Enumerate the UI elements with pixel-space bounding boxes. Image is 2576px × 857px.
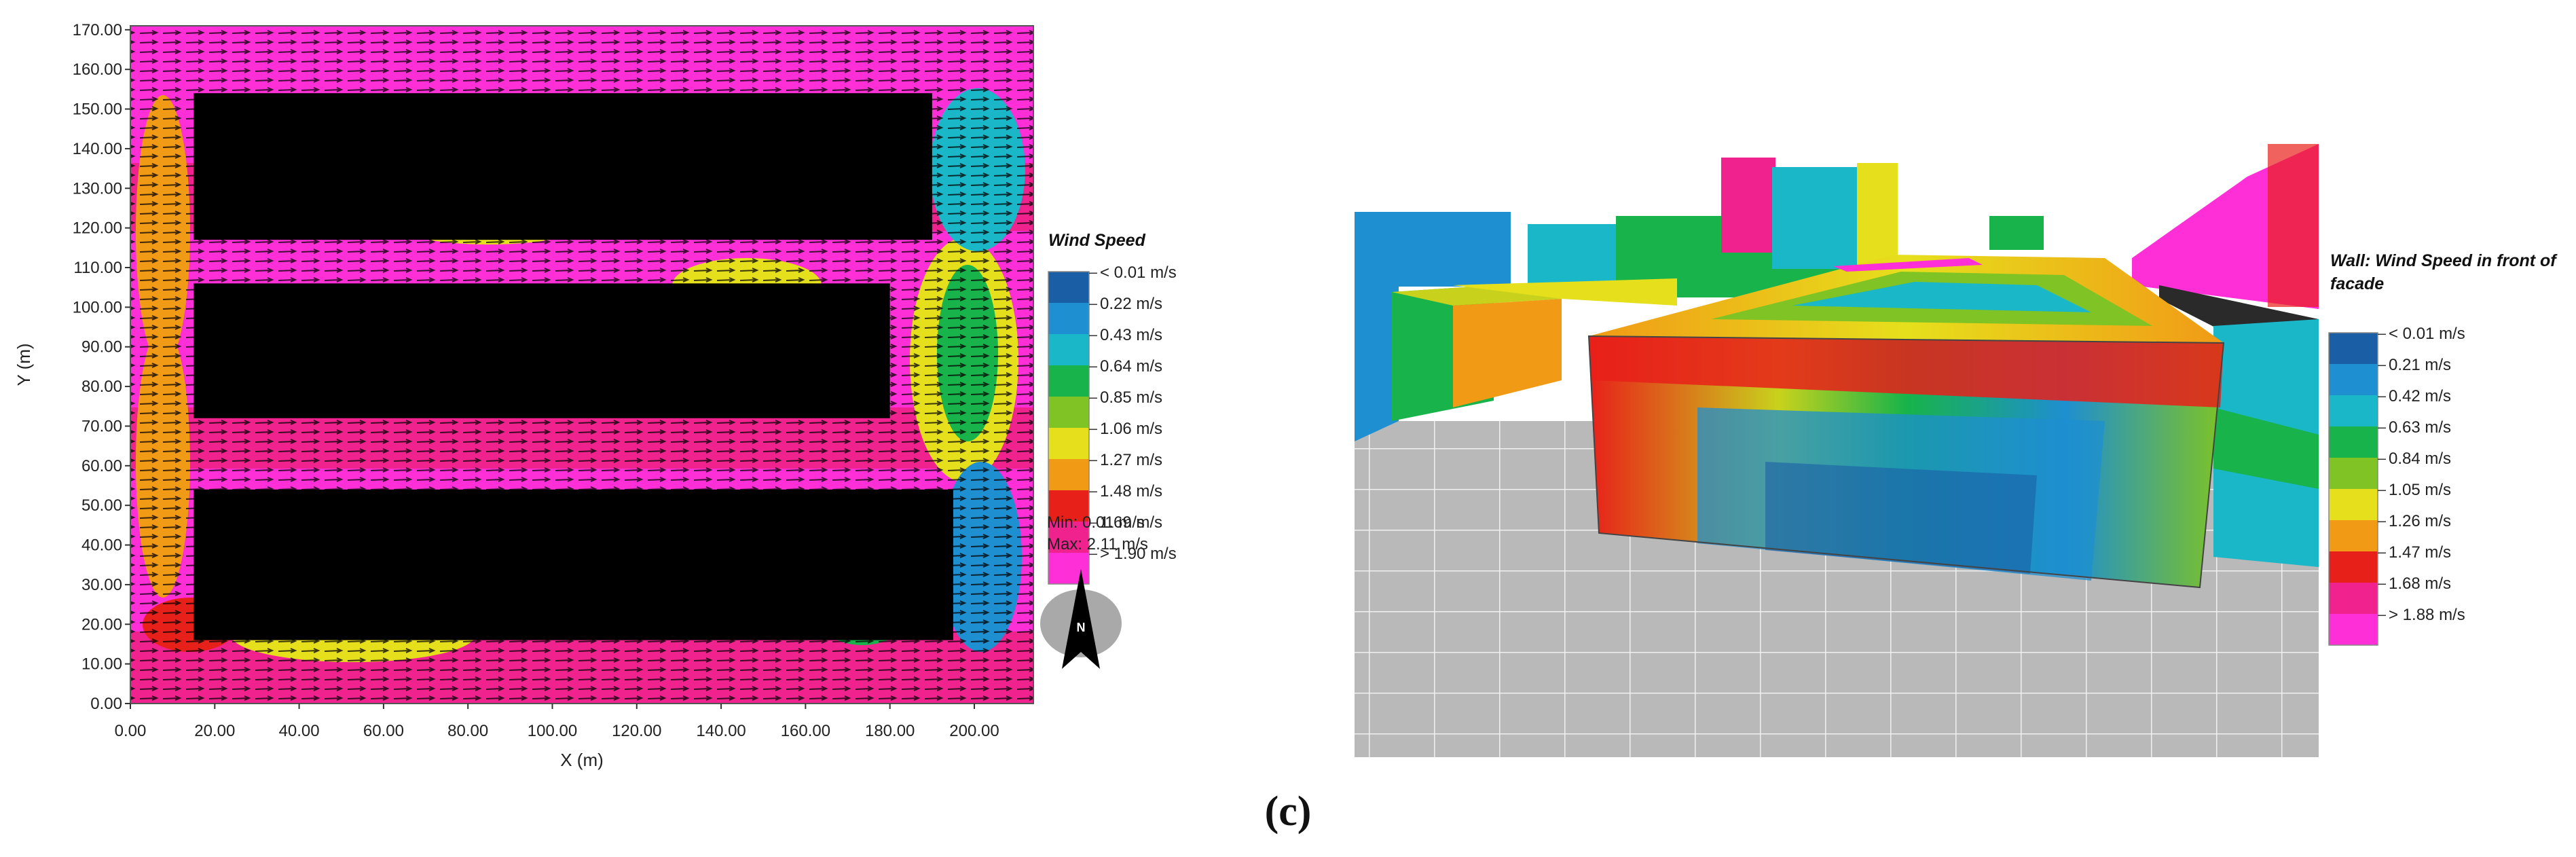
x-axis-ticks: 0.00 20.00 40.00 60.00 80.00 100.00 120.00 140.… (115, 704, 999, 740)
x-tick-label: 120.00 (612, 722, 661, 740)
facade-legend-title-line2: facade (2330, 274, 2384, 293)
y-axis-label: Y (m) (14, 343, 34, 386)
x-tick-label: 140.00 (696, 722, 746, 740)
legend: < 0.01 m/s 0.22 m/s 0.43 m/s 0.64 m/s 0.85 m… (1048, 263, 1177, 585)
legend-label: > 1.88 m/s (2389, 606, 2465, 624)
y-tick-label: 80.00 (81, 378, 122, 396)
legend-label: 1.27 m/s (1100, 451, 1162, 469)
y-tick-label: 160.00 (73, 60, 122, 79)
legend-label: 0.43 m/s (1100, 326, 1162, 344)
legend-label: 0.22 m/s (1100, 295, 1162, 313)
legend-label: 1.69 m/s (1100, 513, 1162, 532)
y-tick-label: 10.00 (81, 655, 122, 674)
legend-label: 1.05 m/s (2389, 481, 2451, 499)
legend-label: 1.48 m/s (1100, 482, 1162, 500)
legend-label: 1.47 m/s (2389, 543, 2451, 562)
y-tick-label: 120.00 (73, 219, 122, 238)
x-tick-label: 40.00 (279, 722, 320, 740)
legend-label: 1.26 m/s (2389, 512, 2451, 530)
legend-swatch (2329, 520, 2378, 551)
legend-swatch (1048, 490, 1089, 522)
y-tick-label: 170.00 (73, 21, 122, 39)
legend-swatch (2329, 551, 2378, 583)
legend-swatch (2329, 395, 2378, 426)
legend-swatch (1048, 459, 1089, 490)
legend-swatch (2329, 614, 2378, 645)
y-tick-label: 60.00 (81, 457, 122, 475)
legend-swatch (1048, 334, 1089, 365)
y-tick-label: 100.00 (73, 298, 122, 316)
x-tick-label: 0.00 (115, 722, 147, 740)
x-tick-label: 100.00 (528, 722, 577, 740)
legend-swatch (1048, 553, 1089, 584)
y-tick-label: 20.00 (81, 615, 122, 634)
legend-swatch (2329, 333, 2378, 364)
x-tick-label: 160.00 (781, 722, 830, 740)
plan-view-chart: 0.00 10.00 20.00 30.00 40.00 50.00 60.00 70.00 8… (14, 21, 1177, 770)
facade-legend: < 0.01 m/s 0.21 m/s 0.42 m/s 0.63 m/s 0.84 m… (2328, 325, 2465, 646)
y-axis-ticks: 0.00 10.00 20.00 30.00 40.00 50.00 60.00 70.00 8… (73, 21, 130, 713)
x-tick-label: 80.00 (447, 722, 488, 740)
north-arrow-icon: N (1040, 569, 1122, 669)
x-tick-label: 20.00 (194, 722, 235, 740)
figure-caption: (c) (1264, 788, 1312, 835)
legend-swatch (1048, 522, 1089, 553)
y-tick-label: 110.00 (73, 259, 122, 277)
legend-label: 0.85 m/s (1100, 388, 1162, 407)
building-block-3 (194, 489, 953, 640)
legend-label: > 1.90 m/s (1100, 545, 1177, 563)
north-label: N (1077, 621, 1086, 634)
x-tick-label: 180.00 (865, 722, 915, 740)
legend-label: 1.06 m/s (1100, 420, 1162, 438)
y-tick-label: 50.00 (81, 496, 122, 515)
legend-label: 0.21 m/s (2389, 356, 2451, 374)
min-value: Min: 0.01 m/s (1047, 513, 1145, 532)
legend-label: 0.42 m/s (2389, 387, 2451, 405)
y-tick-label: 0.00 (90, 695, 122, 713)
max-value: Max: 2.11 m/s (1047, 535, 1148, 553)
legend-label: 0.64 m/s (1100, 357, 1162, 376)
y-tick-label: 150.00 (73, 101, 122, 119)
legend-swatch (1048, 303, 1089, 334)
y-tick-label: 130.00 (73, 179, 122, 198)
legend-swatch (1048, 272, 1089, 303)
y-tick-label: 140.00 (73, 140, 122, 158)
y-tick-label: 70.00 (81, 417, 122, 435)
legend-swatch (2329, 583, 2378, 614)
legend-label: 1.68 m/s (2389, 575, 2451, 593)
legend-swatch (2329, 458, 2378, 489)
facade-3d-view: Wall: Wind Speed in front of facade < 0.… (1355, 144, 2558, 757)
y-tick-label: 90.00 (81, 338, 122, 357)
legend-label: < 0.01 m/s (1100, 263, 1177, 282)
legend-swatch (2329, 426, 2378, 458)
legend-label: 0.63 m/s (2389, 418, 2451, 437)
facade-legend-title-line1: Wall: Wind Speed in front of (2330, 251, 2558, 270)
legend-swatch (1048, 365, 1089, 397)
legend-label: < 0.01 m/s (2389, 325, 2465, 343)
legend-swatch (2329, 364, 2378, 395)
y-tick-label: 40.00 (81, 536, 122, 555)
legend-label: 0.84 m/s (2389, 450, 2451, 468)
building-block-1 (194, 93, 932, 240)
legend-swatch (1048, 397, 1089, 428)
x-tick-label: 200.00 (949, 722, 999, 740)
legend-swatch (1048, 428, 1089, 459)
y-tick-label: 30.00 (81, 576, 122, 594)
buildings-layer (194, 93, 953, 640)
legend-swatch (2329, 489, 2378, 520)
building-block-2 (194, 283, 890, 418)
x-tick-label: 60.00 (363, 722, 404, 740)
legend-title: Wind Speed (1048, 231, 1146, 250)
x-axis-label: X (m) (560, 750, 604, 770)
